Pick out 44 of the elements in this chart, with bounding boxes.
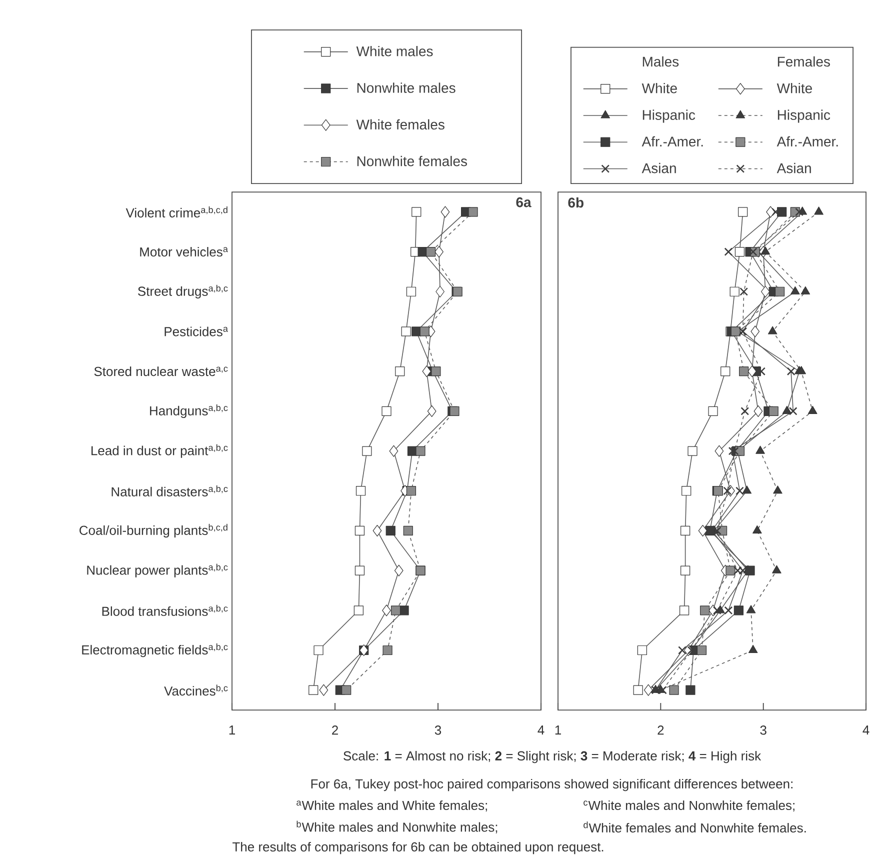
text: $^{c}$White males and Nonwhite females; [584,800,794,812]
chart-title: 6a [516,197,532,208]
text: Males [642,56,679,67]
x-tick-label: 4 [862,726,870,734]
legend-label: Nonwhite females [357,156,468,166]
legend-label: White [776,82,812,94]
x-tick-label: 1 [555,726,561,734]
legend-label: White females [356,119,444,130]
x-tick-label: 3 [760,726,766,735]
y-tick-label: Violent crime$^{a,b,c,d}$ [126,206,228,218]
x-tick-label: 1 [229,726,235,734]
x-tick-label: 4 [538,726,544,734]
y-tick-label: Handguns$^{a,b,c}$ [150,404,228,418]
legend-label: Hispanic [778,110,830,123]
legend-label: Afr.-Amer. [776,136,838,147]
y-tick-label: Nuclear power plants$^{a,b,c}$ [87,564,228,578]
legend-label: Hispanic [642,110,696,123]
chart-title: 6b [568,197,584,208]
legend-label: White males [356,46,433,56]
legend-label: Asian [776,162,811,174]
x-tick-label: 2 [332,726,338,735]
legend-label: Asian [642,162,676,174]
text: For 6a, Tukey post-hoc paired comparisons showed significant differences between: [311,778,792,792]
y-tick-label: Pesticides$^{a}$ [164,326,228,336]
y-tick-label: Vaccines$^{b,c}$ [164,684,228,696]
text: The results of comparisons for 6b can be obtained upon request. [232,842,604,854]
legend-label: Afr.-Amer. [642,136,703,147]
legend-label: White [642,82,677,94]
y-tick-label: Coal/oil-burning plants$^{b,c,d}$ [80,524,228,538]
text: $^{a}$White males and White females; [296,800,487,812]
y-tick-label: Blood transfusions$^{a,b,c}$ [102,604,228,616]
text: $^{d}$White females and Nonwhite females. [584,821,806,833]
text: Scale: 1 = Almost no risk; 2 = Slight risk; 3 = Moderate risk; 4 = High risk [344,750,762,764]
x-tick-label: 2 [658,726,664,735]
y-tick-label: Lead in dust or paint$^{a,b,c}$ [92,444,228,458]
legend-label: Nonwhite males [357,82,456,93]
y-tick-label: Stored nuclear waste$^{a,c}$ [94,366,228,376]
y-tick-label: Motor vehicles$^{a}$ [140,247,228,257]
x-tick-label: 3 [434,726,442,735]
y-tick-label: Natural disasters$^{a,b,c}$ [112,485,228,496]
y-tick-label: Electromagnetic fields$^{a,b,c}$ [82,643,228,658]
text: Females [778,56,830,67]
text: $^{b}$White males and Nonwhite males; [296,820,498,834]
y-tick-label: Street drugs$^{a,b,c}$ [138,284,228,298]
